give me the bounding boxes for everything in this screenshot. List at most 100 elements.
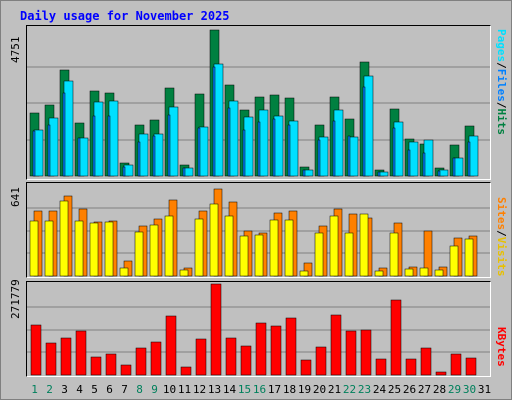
visits-bar — [254, 234, 264, 277]
files-bar — [317, 139, 321, 177]
kbytes-bar — [90, 356, 102, 376]
visits-bar — [209, 203, 219, 277]
kbytes-bar — [30, 324, 42, 376]
files-bar — [467, 141, 471, 177]
files-bar — [92, 115, 96, 177]
pages-bar — [273, 115, 284, 177]
day-label: 1 — [31, 383, 38, 396]
visits-bar — [194, 218, 204, 277]
kbytes-bar — [180, 366, 192, 376]
hits-legend-label: Pages/Files/Hits — [495, 29, 508, 135]
day-label: 27 — [417, 383, 432, 396]
day-label: 4 — [76, 383, 83, 396]
visits-bar — [404, 268, 414, 277]
pages-bar — [168, 106, 179, 177]
files-bar — [272, 118, 276, 177]
kbytes-bar — [375, 358, 387, 376]
day-label: 17 — [267, 383, 282, 396]
pages-bar — [78, 137, 89, 177]
kbytes-bar — [45, 342, 57, 376]
kbytes-bar — [360, 329, 372, 376]
pages-bar — [228, 100, 239, 177]
visits-bar — [419, 267, 429, 277]
kbytes-bar — [135, 347, 147, 376]
kbytes-bar — [270, 325, 282, 376]
kbytes-bar — [255, 322, 267, 376]
visits-bar — [179, 269, 189, 277]
pages-bar — [243, 116, 254, 177]
visits-bar — [134, 231, 144, 277]
kbytes-bar — [300, 359, 312, 376]
visits-bar — [119, 267, 129, 277]
pages-bar — [153, 133, 164, 177]
kbytes-ymax-label: 271779 — [9, 279, 22, 319]
visits-bar — [464, 238, 474, 277]
day-label: 24 — [372, 383, 387, 396]
visits-bar — [374, 270, 384, 277]
files-bar — [47, 124, 51, 177]
files-bar — [197, 127, 201, 177]
kbytes-chart — [27, 283, 490, 376]
visits-bar — [44, 220, 54, 277]
day-label: 13 — [207, 383, 222, 396]
kbytes-bar — [345, 330, 357, 376]
files-bar — [422, 152, 426, 177]
day-label: 19 — [297, 383, 312, 396]
kbytes-bar — [390, 299, 402, 376]
pages-bar — [198, 126, 209, 177]
day-label: 9 — [151, 383, 158, 396]
files-bar — [302, 169, 306, 177]
day-label: 8 — [136, 383, 143, 396]
files-bar — [332, 120, 336, 177]
kbytes-bar — [195, 338, 207, 376]
pages-bar — [363, 75, 374, 177]
files-bar — [227, 107, 231, 177]
files-bar — [377, 171, 381, 177]
day-axis: 1 2 3 4 5 6 7 8 9 10 11 12 13 14 15 16 17 18 19 20 21 22 23 24 2… — [26, 383, 491, 397]
visits-bar — [314, 232, 324, 277]
files-bar — [137, 141, 141, 177]
legend-sep: / — [495, 230, 508, 237]
visits-bar — [269, 219, 279, 277]
hits-files-pages-panel — [26, 25, 491, 180]
pages-bar — [378, 171, 389, 177]
day-label: 3 — [61, 383, 68, 396]
kbytes-panel — [26, 281, 491, 377]
kbytes-bar — [435, 371, 447, 376]
pages-bar — [393, 121, 404, 177]
files-bar — [62, 92, 66, 177]
day-label: 21 — [327, 383, 342, 396]
visits-bar — [224, 215, 234, 277]
pages-bar — [138, 133, 149, 177]
kbytes-bar — [330, 314, 342, 376]
files-bar — [122, 166, 126, 177]
visits-bar — [74, 220, 84, 277]
files-bar — [347, 135, 351, 177]
pages-bar — [438, 169, 449, 177]
day-label: 18 — [282, 383, 297, 396]
kbytes-bar — [225, 337, 237, 376]
sites-legend-label: Sites/Visits — [495, 197, 508, 277]
kbytes-legend-label: KBytes — [495, 327, 508, 367]
day-label: 28 — [432, 383, 447, 396]
day-label: 25 — [387, 383, 402, 396]
visits-bar — [344, 232, 354, 277]
files-bar — [242, 129, 246, 177]
day-label: 16 — [252, 383, 267, 396]
files-bar — [407, 149, 411, 177]
day-label: 2 — [46, 383, 53, 396]
kbytes-bar — [285, 317, 297, 376]
visits-bar — [284, 219, 294, 277]
kbytes-bar — [75, 330, 87, 376]
day-label: 31 — [477, 383, 492, 396]
legend-sites: Sites — [495, 197, 508, 231]
pages-bar — [213, 63, 224, 177]
day-label: 22 — [342, 383, 357, 396]
files-bar — [152, 135, 156, 177]
files-bar — [107, 115, 111, 177]
day-label: 12 — [192, 383, 207, 396]
kbytes-bar — [60, 337, 72, 376]
visits-sites-panel — [26, 182, 491, 278]
kbytes-bar — [150, 341, 162, 376]
